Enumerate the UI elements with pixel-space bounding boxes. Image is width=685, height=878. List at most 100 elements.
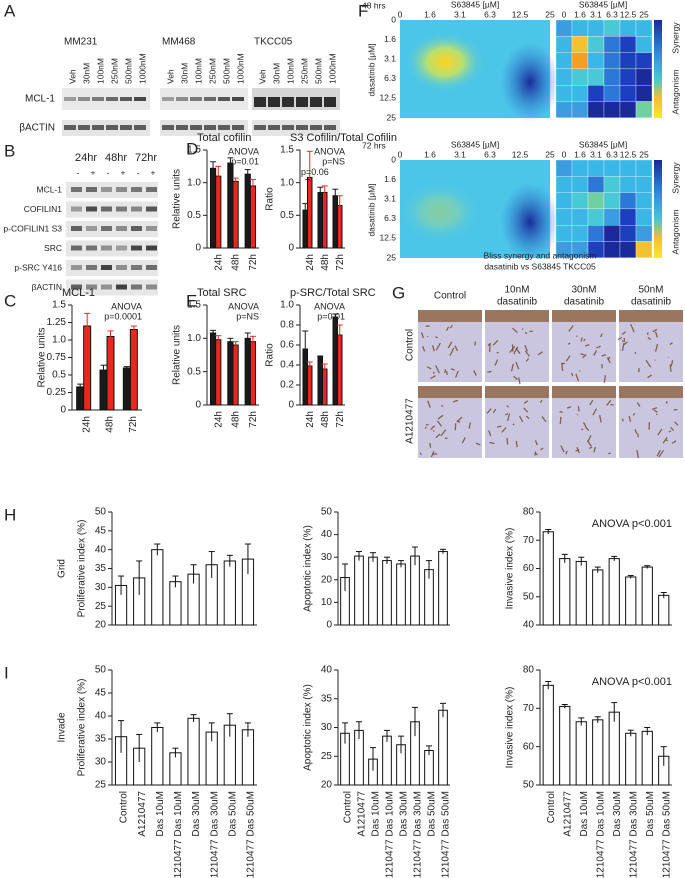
y-tick-label: 25	[387, 112, 397, 122]
y-tick-label: 0	[288, 400, 294, 411]
y-axis-label: Invasive index (%)	[505, 687, 516, 769]
panel-letter: G	[392, 283, 405, 302]
band	[116, 245, 127, 251]
axis-label: S63845 [μM]	[579, 0, 627, 9]
blot-strip	[66, 240, 158, 257]
y-axis-label: Relative units	[172, 325, 183, 385]
annotation: ANOVA	[228, 146, 259, 156]
y-tick-label: 3.1	[384, 53, 396, 63]
y-tick-label: 35	[95, 734, 107, 745]
histology-fiber	[534, 451, 537, 456]
histology-fiber	[432, 430, 435, 432]
histology-fiber	[657, 428, 663, 436]
y-tick-label: 30	[321, 722, 333, 733]
bar	[575, 560, 587, 626]
band	[146, 245, 157, 251]
histology-fiber	[475, 442, 481, 446]
band	[106, 125, 118, 130]
x-tick-label: Control	[119, 791, 130, 823]
histology-fiber	[513, 346, 519, 355]
y-tick-label: 0.4	[280, 360, 294, 371]
bar	[223, 560, 236, 626]
histology-fiber	[473, 370, 477, 376]
bar	[396, 563, 406, 626]
x-tick-label: 6.3	[484, 9, 496, 19]
histology-fiber	[515, 440, 518, 448]
y-tick-label: 0	[288, 243, 294, 254]
histology-fiber	[445, 370, 448, 376]
histology-fiber	[670, 426, 675, 432]
x-tick-label: 0	[562, 149, 567, 159]
row-label: SRC	[44, 243, 62, 253]
time-label: 72 hrs	[362, 140, 386, 150]
y-tick-label: 1.0	[187, 177, 201, 188]
x-tick-label: 0	[398, 9, 403, 19]
annotation: p=0.01	[231, 156, 259, 166]
lane-label: 500nM	[221, 58, 231, 84]
heatmap-cell	[587, 176, 605, 193]
y-tick-label: 45	[95, 688, 107, 699]
band	[71, 284, 82, 290]
bar	[122, 367, 131, 411]
histology-fiber	[540, 447, 544, 451]
heatmap-cell	[555, 85, 573, 102]
histology-edge	[619, 310, 683, 322]
column-label: 50nM	[638, 285, 663, 296]
x-tick-label: 25	[639, 9, 649, 19]
bar	[382, 560, 392, 626]
column-label: 30nM	[571, 285, 596, 296]
band	[134, 125, 146, 130]
y-axis-label: Apoptotic index (%)	[303, 684, 314, 771]
band	[324, 97, 336, 107]
y-tick-label: 0.5	[280, 210, 294, 221]
histology-fiber	[501, 427, 507, 433]
band	[86, 206, 97, 212]
band	[282, 97, 294, 107]
bar	[244, 337, 251, 406]
chart-title: MCL-1	[62, 287, 95, 299]
histology-fiber	[435, 342, 441, 351]
heatmap-cell	[635, 192, 653, 210]
histology-fiber	[623, 341, 628, 346]
band	[131, 187, 142, 192]
bar	[151, 727, 164, 786]
histology-fiber	[452, 399, 459, 403]
histology-fiber	[454, 345, 459, 352]
x-tick-label: 25	[545, 9, 555, 19]
x-tick-label: 12.5	[620, 149, 637, 159]
histology-fiber	[630, 323, 635, 333]
treatment-label: +	[121, 167, 126, 177]
histology-fiber	[437, 414, 444, 420]
y-tick-label: 10	[321, 597, 333, 608]
histology-fiber	[494, 359, 499, 366]
band	[78, 97, 90, 101]
histology-fiber	[447, 341, 453, 349]
panel-letter: C	[4, 291, 16, 310]
y-tick-label: 20	[321, 780, 333, 791]
y-tick-label: 0.2	[280, 380, 294, 391]
x-tick-label: 72h	[248, 254, 259, 271]
heatmap-cell	[619, 36, 637, 53]
row-label: A1210477	[405, 398, 416, 444]
band	[120, 97, 132, 101]
histology-fiber	[429, 442, 432, 448]
band	[116, 265, 127, 270]
x-tick-label: 48h	[320, 254, 331, 271]
x-tick-label: A1210477 Das 30uM	[209, 791, 220, 878]
lane-label: 30nM	[179, 63, 189, 84]
lane-label: 250nM	[207, 58, 217, 84]
x-tick-label: A1210477	[357, 791, 368, 837]
annotation: p=NS	[322, 156, 345, 166]
legend-label: Synergy	[670, 22, 680, 54]
heatmap-cell	[555, 208, 573, 226]
lane-label: 250nM	[109, 58, 119, 84]
heatmap-cell	[571, 176, 589, 193]
x-tick-label: 3.1	[454, 149, 466, 159]
band	[101, 245, 112, 251]
bar	[151, 549, 164, 626]
row-label: p-SRC Y416	[14, 262, 62, 272]
bar	[232, 180, 239, 249]
heatmap-cell	[555, 101, 573, 118]
histology-fiber	[524, 344, 528, 352]
cell-line: TKCC05	[254, 37, 293, 48]
